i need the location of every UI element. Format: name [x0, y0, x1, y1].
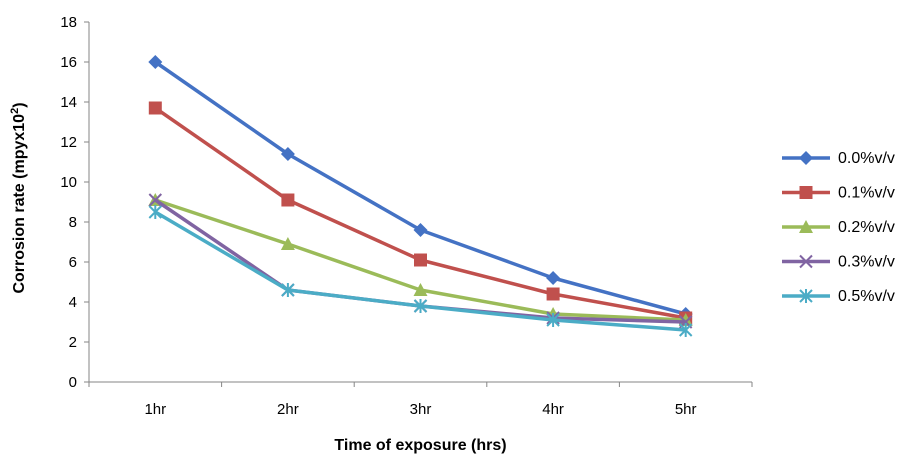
y-axis-ticks: 0 2 4 6 8 10 12 14 16 18 — [60, 14, 89, 391]
y-axis-title-close: ) — [11, 102, 28, 107]
series-5 — [148, 205, 693, 337]
data-point — [148, 205, 163, 219]
y-tick-label: 8 — [69, 214, 77, 231]
legend-item: 0.5%v/v — [782, 288, 895, 305]
data-point — [280, 237, 295, 250]
x-tick-label: 5hr — [675, 401, 697, 418]
x-axis-ticks: 1hr 2hr 3hr 4hr 5hr — [88, 382, 753, 418]
legend-marker — [799, 186, 813, 199]
legend-label: 0.2%v/v — [838, 219, 895, 236]
legend-item: 0.1%v/v — [782, 185, 895, 202]
legend-marker — [799, 254, 813, 269]
y-tick-label: 0 — [69, 374, 77, 391]
legend-marker — [799, 220, 813, 233]
legend-item: 0.0%v/v — [782, 150, 895, 167]
data-point — [413, 223, 428, 237]
y-tick-label: 16 — [60, 54, 77, 71]
legend-label: 0.5%v/v — [838, 288, 895, 305]
series-1 — [148, 55, 693, 321]
data-point — [413, 283, 428, 296]
y-tick-label: 2 — [69, 334, 77, 351]
data-point — [546, 313, 560, 327]
data-point — [280, 147, 295, 161]
data-point — [281, 193, 295, 207]
data-point — [281, 283, 295, 297]
legend-marker — [799, 151, 813, 165]
data-point — [148, 101, 162, 115]
y-axis-title-superscript: 2 — [9, 108, 21, 114]
x-tick-label: 3hr — [410, 401, 432, 418]
y-tick-label: 12 — [60, 134, 77, 151]
legend: 0.0%v/v 0.1%v/v 0.2%v/v 0.3%v/v 0.5%v/v — [782, 150, 895, 305]
series-line — [154, 60, 687, 316]
data-point — [678, 323, 693, 337]
legend-label: 0.1%v/v — [838, 185, 895, 202]
data-point — [413, 299, 428, 313]
y-axis-title-text: Corrosion rate (mpyx10 — [11, 114, 28, 294]
legend-label: 0.0%v/v — [838, 150, 895, 167]
y-tick-label: 6 — [69, 254, 77, 271]
x-axis-title: Time of exposure (hrs) — [334, 437, 506, 454]
series-2 — [148, 101, 693, 325]
legend-label: 0.3%v/v — [838, 254, 895, 271]
y-tick-label: 4 — [69, 294, 77, 311]
legend-marker — [799, 289, 813, 303]
y-tick-label: 10 — [60, 174, 77, 191]
series-group — [148, 55, 693, 337]
x-tick-label: 1hr — [144, 401, 166, 418]
data-point — [546, 271, 561, 285]
y-axis-title: Corrosion rate (mpyx102) — [9, 102, 28, 293]
axes — [88, 22, 752, 383]
legend-item: 0.2%v/v — [782, 219, 895, 236]
y-tick-label: 14 — [60, 94, 77, 111]
y-tick-label: 18 — [60, 14, 77, 31]
legend-item: 0.3%v/v — [782, 254, 895, 271]
data-point — [414, 253, 427, 267]
x-tick-label: 4hr — [542, 401, 564, 418]
data-point — [546, 287, 560, 301]
x-tick-label: 2hr — [277, 401, 299, 418]
data-point — [148, 193, 163, 207]
data-point — [148, 55, 163, 69]
